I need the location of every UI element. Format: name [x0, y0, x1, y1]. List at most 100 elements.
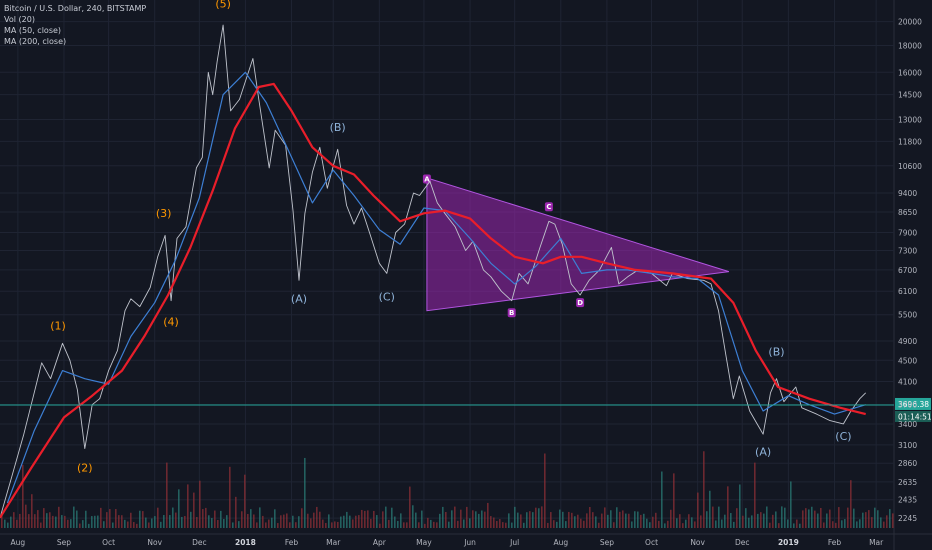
volume-bar — [721, 519, 723, 528]
volume-bar — [193, 492, 195, 528]
volume-bar — [637, 511, 639, 528]
volume-bar — [220, 510, 222, 528]
volume-bar — [856, 521, 858, 528]
y-tick-label: 4500 — [898, 356, 917, 365]
volume-bar — [241, 511, 243, 528]
volume-bar — [451, 510, 453, 528]
volume-bar — [442, 506, 444, 528]
volume-bar — [181, 516, 183, 528]
x-tick-label: May — [416, 538, 432, 547]
x-tick-label: Apr — [373, 538, 387, 547]
volume-bar — [88, 523, 90, 528]
volume-bar — [514, 506, 516, 528]
volume-bar — [739, 484, 741, 528]
volume-bar — [151, 518, 153, 528]
volume-bar — [352, 519, 354, 528]
y-tick-label: 3100 — [898, 441, 917, 450]
volume-bar — [418, 522, 420, 528]
volume-bar — [277, 523, 279, 528]
volume-bar — [13, 512, 15, 528]
volume-bar — [427, 517, 429, 528]
x-tick-label: 2019 — [778, 538, 799, 547]
triangle-pattern[interactable]: A B C D — [422, 174, 730, 318]
volume-bar — [532, 512, 534, 528]
volume-bar — [328, 514, 330, 528]
price-axis[interactable]: 20000 18000 16000 14500 13000 11800 10600 9400 8… — [898, 18, 922, 524]
volume-bar — [625, 513, 627, 528]
volume-bar — [163, 515, 165, 528]
volume-bar — [619, 511, 621, 528]
volume-bar — [115, 509, 117, 528]
volume-bar — [70, 519, 72, 528]
volume-bar — [403, 522, 405, 528]
volume-bar — [787, 519, 789, 528]
triangle-marker-label: A — [424, 176, 430, 184]
volume-bar — [112, 522, 114, 528]
volume-bar — [43, 508, 45, 528]
volume-bar — [22, 464, 24, 528]
indicator-ma50[interactable]: MA (50, close) — [4, 26, 62, 35]
volume-bar — [550, 512, 552, 528]
volume-bar — [268, 519, 270, 528]
wave-label: (2) — [77, 461, 93, 474]
y-tick-label: 2635 — [898, 478, 917, 487]
indicator-ma200[interactable]: MA (200, close) — [4, 37, 67, 46]
volume-bar — [106, 512, 108, 528]
volume-bar — [796, 519, 798, 528]
indicator-volume[interactable]: Vol (20) — [4, 15, 35, 24]
volume-bar — [817, 513, 819, 528]
volume-bar — [376, 515, 378, 528]
volume-bar — [343, 515, 345, 528]
volume-bar — [202, 509, 204, 528]
volume-bar — [658, 520, 660, 528]
triangle-marker-b — [507, 308, 516, 318]
volume-bar — [853, 508, 855, 528]
time-axis[interactable]: Aug Sep Oct Nov Dec 2018 Feb Mar Apr May Jun Jul Aug… — [11, 538, 885, 547]
volume-bar — [73, 506, 75, 528]
volume-bar — [703, 451, 705, 528]
volume-bar — [562, 511, 564, 528]
volume-bar — [868, 510, 870, 528]
volume-bar — [469, 518, 471, 528]
volume-bar — [259, 507, 261, 528]
volume-bar — [91, 516, 93, 528]
volume-bar — [565, 521, 567, 528]
volume-bar — [154, 516, 156, 528]
volume-bar — [691, 517, 693, 528]
y-tick-label: 3400 — [898, 420, 917, 429]
volume-bar — [148, 522, 150, 528]
wave-label: (1) — [50, 320, 66, 333]
countdown-label: 01:14:51 — [898, 412, 932, 421]
volume-bar — [685, 519, 687, 528]
volume-bar — [46, 513, 48, 528]
x-tick-label: Jun — [463, 538, 476, 547]
symbol-title[interactable]: Bitcoin / U.S. Dollar, 240, BITSTAMP — [4, 4, 147, 13]
volume-bar — [208, 515, 210, 528]
volume-bar — [409, 486, 411, 528]
volume-bar — [499, 519, 501, 528]
volume-bar — [304, 457, 306, 528]
x-tick-label: Mar — [326, 538, 341, 547]
volume-bar — [814, 510, 816, 528]
volume-bar — [580, 518, 582, 528]
volume-bar — [547, 522, 549, 528]
volume-bar — [679, 514, 681, 528]
volume-bar — [805, 508, 807, 528]
volume-bar — [886, 515, 888, 528]
volume-bar — [616, 507, 618, 528]
x-tick-label: Feb — [285, 538, 299, 547]
volume-bar — [265, 522, 267, 528]
volume-bar — [424, 523, 426, 528]
volume-bar — [742, 515, 744, 528]
volume-bar — [211, 518, 213, 528]
volume-bar — [262, 515, 264, 528]
volume-bar — [493, 517, 495, 528]
volume-bar — [319, 511, 321, 528]
volume-bar — [622, 510, 624, 528]
volume-bar — [325, 522, 327, 528]
triangle-marker-d — [576, 298, 585, 308]
volume-bar — [142, 511, 144, 528]
volume-bar — [811, 506, 813, 528]
volume-bar — [490, 516, 492, 528]
